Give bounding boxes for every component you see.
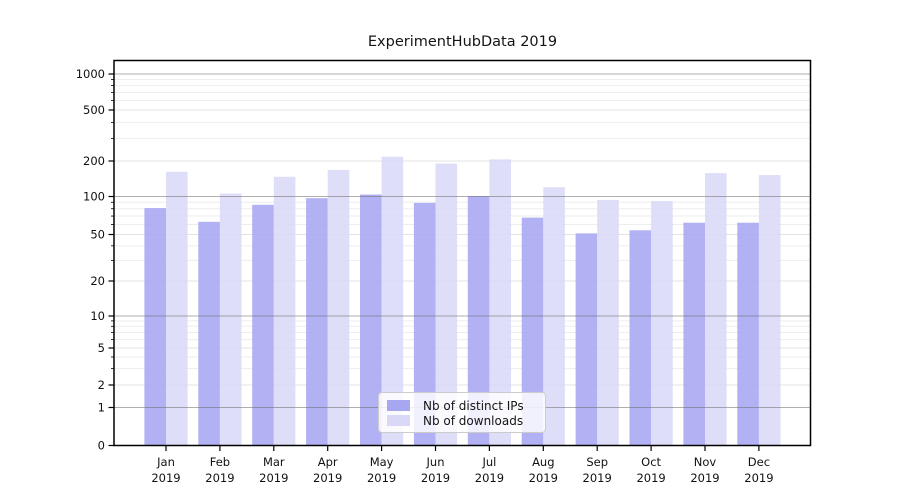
x-tick-label-year: 2019 bbox=[151, 471, 180, 485]
y-tick-label: 10 bbox=[90, 309, 105, 323]
y-tick-label: 500 bbox=[83, 103, 105, 117]
legend-label-downloads: Nb of downloads bbox=[423, 413, 524, 428]
legend: Nb of distinct IPs Nb of downloads bbox=[378, 392, 546, 433]
bar-ips-jul bbox=[467, 196, 490, 446]
x-tick-label-year: 2019 bbox=[475, 471, 504, 485]
x-tick-label-month: Jul bbox=[481, 455, 496, 469]
bar-ips-sep bbox=[575, 233, 598, 446]
x-tick-label-year: 2019 bbox=[421, 471, 450, 485]
bar-ips-apr bbox=[306, 198, 328, 446]
bar-ips-jan bbox=[144, 208, 166, 446]
bar-downloads-sep bbox=[597, 199, 619, 446]
bar-downloads-oct bbox=[651, 201, 673, 446]
y-tick-label: 50 bbox=[90, 228, 105, 242]
y-tick-label: 2 bbox=[98, 378, 105, 392]
bar-downloads-dec bbox=[758, 175, 781, 446]
bar-ips-jun bbox=[413, 202, 436, 446]
bar-ips-feb bbox=[198, 221, 220, 446]
x-tick-label-month: Aug bbox=[532, 455, 554, 469]
x-tick-label-year: 2019 bbox=[313, 471, 342, 485]
x-tick-label-month: Mar bbox=[263, 455, 285, 469]
bar-ips-oct bbox=[629, 230, 652, 446]
x-tick-label-month: Dec bbox=[748, 455, 770, 469]
x-tick-label-year: 2019 bbox=[690, 471, 719, 485]
legend-label-distinct-ips: Nb of distinct IPs bbox=[423, 398, 524, 413]
y-tick-label: 100 bbox=[83, 190, 105, 204]
y-tick-label: 200 bbox=[83, 154, 105, 168]
x-tick-label-month: May bbox=[370, 455, 394, 469]
x-tick-label-month: Jan bbox=[156, 455, 175, 469]
y-tick-label: 1 bbox=[98, 401, 105, 415]
x-tick-label-month: Sep bbox=[586, 455, 608, 469]
x-tick-label-month: Jun bbox=[426, 455, 445, 469]
x-tick-label-year: 2019 bbox=[636, 471, 665, 485]
bar-downloads-jun bbox=[435, 163, 458, 446]
y-tick-label: 5 bbox=[98, 341, 105, 355]
x-tick-label-month: Nov bbox=[694, 455, 717, 469]
legend-swatch-downloads bbox=[387, 415, 410, 426]
bar-ips-may bbox=[360, 194, 382, 446]
plot-border bbox=[113, 59, 812, 447]
x-tick-label-year: 2019 bbox=[529, 471, 558, 485]
y-tick-label: 20 bbox=[90, 274, 105, 288]
x-tick-label-year: 2019 bbox=[259, 471, 288, 485]
bar-ips-mar bbox=[252, 204, 274, 446]
y-tick-label: 0 bbox=[98, 439, 105, 453]
x-tick-label-year: 2019 bbox=[205, 471, 234, 485]
bar-downloads-jan bbox=[166, 171, 188, 446]
x-tick-label-month: Apr bbox=[318, 455, 338, 469]
bar-downloads-nov bbox=[705, 173, 727, 446]
bar-ips-aug bbox=[521, 217, 544, 446]
x-tick-label-month: Oct bbox=[641, 455, 661, 469]
y-tick-label: 1000 bbox=[76, 67, 105, 81]
legend-swatch-distinct-ips bbox=[387, 400, 410, 411]
bar-ips-dec bbox=[737, 222, 759, 446]
x-tick-label-year: 2019 bbox=[583, 471, 612, 485]
bar-downloads-apr bbox=[327, 169, 350, 446]
chart-title: ExperimentHubData 2019 bbox=[367, 34, 558, 50]
legend-item-downloads: Nb of downloads bbox=[387, 413, 537, 428]
x-tick-label-year: 2019 bbox=[744, 471, 773, 485]
legend-item-distinct-ips: Nb of distinct IPs bbox=[387, 398, 537, 413]
bar-downloads-feb bbox=[219, 193, 242, 446]
bar-ips-nov bbox=[683, 222, 705, 446]
x-tick-label-year: 2019 bbox=[367, 471, 396, 485]
x-tick-label-month: Feb bbox=[210, 455, 230, 469]
bar-downloads-jul bbox=[489, 159, 511, 446]
bar-downloads-mar bbox=[273, 176, 296, 446]
bar-downloads-may bbox=[381, 156, 404, 446]
